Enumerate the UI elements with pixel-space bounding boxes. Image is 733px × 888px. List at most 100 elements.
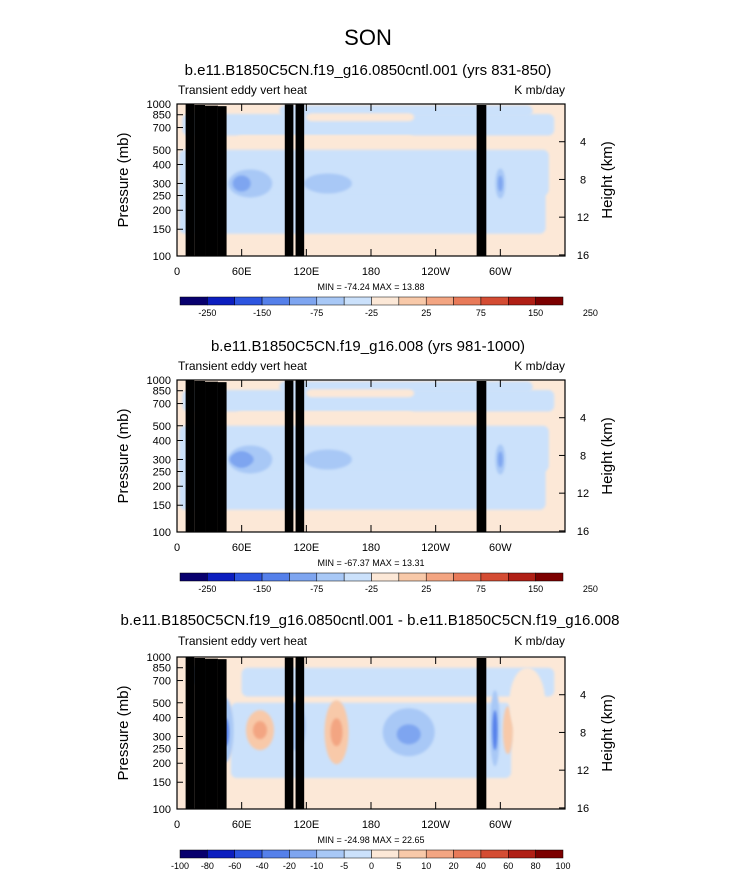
colorbar-label: 80 [531,861,541,871]
contour-region [179,459,546,510]
colorbar-swatch [261,572,290,582]
y-tick-label: 100 [153,527,171,539]
terrain-block [284,657,294,809]
colorbar-swatch [234,572,263,582]
colorbar-label: 25 [421,584,431,594]
colorbar-label: 60 [503,861,513,871]
terrain-block [205,105,218,256]
y-axis-label: Pressure (mb) [115,685,132,780]
y-tick-label: 100 [153,251,171,263]
y-tick-label: 400 [153,159,171,171]
colorbar-label: -40 [256,861,269,871]
colorbar-swatch [179,296,208,306]
colorbar-swatch [179,849,208,859]
x-tick-label: 60W [489,266,512,278]
colorbar-swatch [289,849,318,859]
panel-title: b.e11.B1850C5CN.f19_g16.0850cntl.001 - b… [121,612,620,629]
y-tick-label: 300 [153,454,171,466]
y-tick-label: 850 [153,386,171,398]
colorbar-swatch [508,572,536,582]
x-tick-label: 180 [362,819,380,831]
colorbar-swatch [480,849,509,859]
contour-region [182,113,555,136]
y-right-tick-label: 12 [577,488,589,500]
colorbar-swatch [453,572,482,582]
y-tick-label: 500 [153,698,171,710]
terrain-block [284,104,294,256]
min-max-stats: MIN = -67.37 MAX = 13.31 [317,558,424,568]
colorbar-label: 150 [528,308,543,318]
y-axis-label: Pressure (mb) [115,408,132,503]
colorbar-label: -250 [198,308,216,318]
panel-subtitle-left: Transient eddy vert heat [178,634,308,648]
y-tick-label: 700 [153,399,171,411]
colorbar-swatch [398,296,427,306]
contour-region [182,389,555,412]
contour-region [492,710,498,751]
y-tick-label: 300 [153,178,171,190]
colorbar-label: 20 [449,861,459,871]
y-right-tick-label: 4 [580,137,586,149]
terrain-block [476,657,487,809]
colorbar-swatch [535,849,564,859]
contour-region [236,135,415,143]
colorbar-swatch [207,849,235,859]
colorbar-label: 5 [396,861,401,871]
y-tick-label: 250 [153,467,171,479]
terrain-block [295,380,305,532]
contour-region [236,411,415,419]
colorbar-swatch [425,296,454,306]
x-tick-label: 0 [174,266,180,278]
y-tick-label: 1000 [147,99,171,111]
x-tick-label: 60W [489,542,512,554]
contour-region [330,718,343,747]
colorbar-swatch [398,572,427,582]
panel-title: b.e11.B1850C5CN.f19_g16.008 (yrs 981-100… [211,338,525,355]
colorbar-swatch [316,296,345,306]
colorbar-swatch [289,296,318,306]
y-tick-label: 850 [153,110,171,122]
terrain-block [185,104,195,256]
y-axis-label: Pressure (mb) [115,132,132,227]
colorbar-label: 25 [421,308,431,318]
colorbar-swatch [371,572,400,582]
colorbar-swatch [535,572,564,582]
colorbar-label: -100 [171,861,189,871]
colorbar-label: -75 [310,584,323,594]
colorbar-label: 75 [476,584,486,594]
colorbar-label: 40 [476,861,486,871]
y-tick-label: 700 [153,676,171,688]
colorbar-swatch [289,572,318,582]
colorbar-swatch [480,296,509,306]
x-tick-label: 120E [293,542,319,554]
colorbar-label: 250 [583,584,598,594]
y-axis-right-label: Height (km) [599,141,616,219]
contour-fill [177,104,565,256]
y-right-tick-label: 8 [580,174,586,186]
colorbar-swatch [535,296,564,306]
colorbar-swatch [261,849,290,859]
y-tick-label: 1000 [147,375,171,387]
colorbar-swatch [343,296,372,306]
colorbar: -100 -80 -60 -40 -20 -10 -5 0 5 10 20 40 60 80 100 [171,849,571,871]
colorbar-label: -150 [253,308,271,318]
contour-fill [177,657,565,809]
colorbar-label: -25 [365,584,378,594]
contour-region [241,667,555,697]
contour-region [232,175,251,192]
colorbar-label: -250 [198,584,216,594]
colorbar-swatch [371,296,400,306]
x-tick-label: 0 [174,819,180,831]
terrain-block [284,380,294,532]
y-tick-label: 250 [153,744,171,756]
panel-title: b.e11.B1850C5CN.f19_g16.0850cntl.001 (yr… [185,62,552,79]
x-tick-label: 180 [362,542,380,554]
colorbar-label: -25 [365,308,378,318]
colorbar-swatch [453,849,482,859]
colorbar-swatch [453,296,482,306]
y-tick-label: 200 [153,481,171,493]
y-axis-right-label: Height (km) [599,694,616,772]
